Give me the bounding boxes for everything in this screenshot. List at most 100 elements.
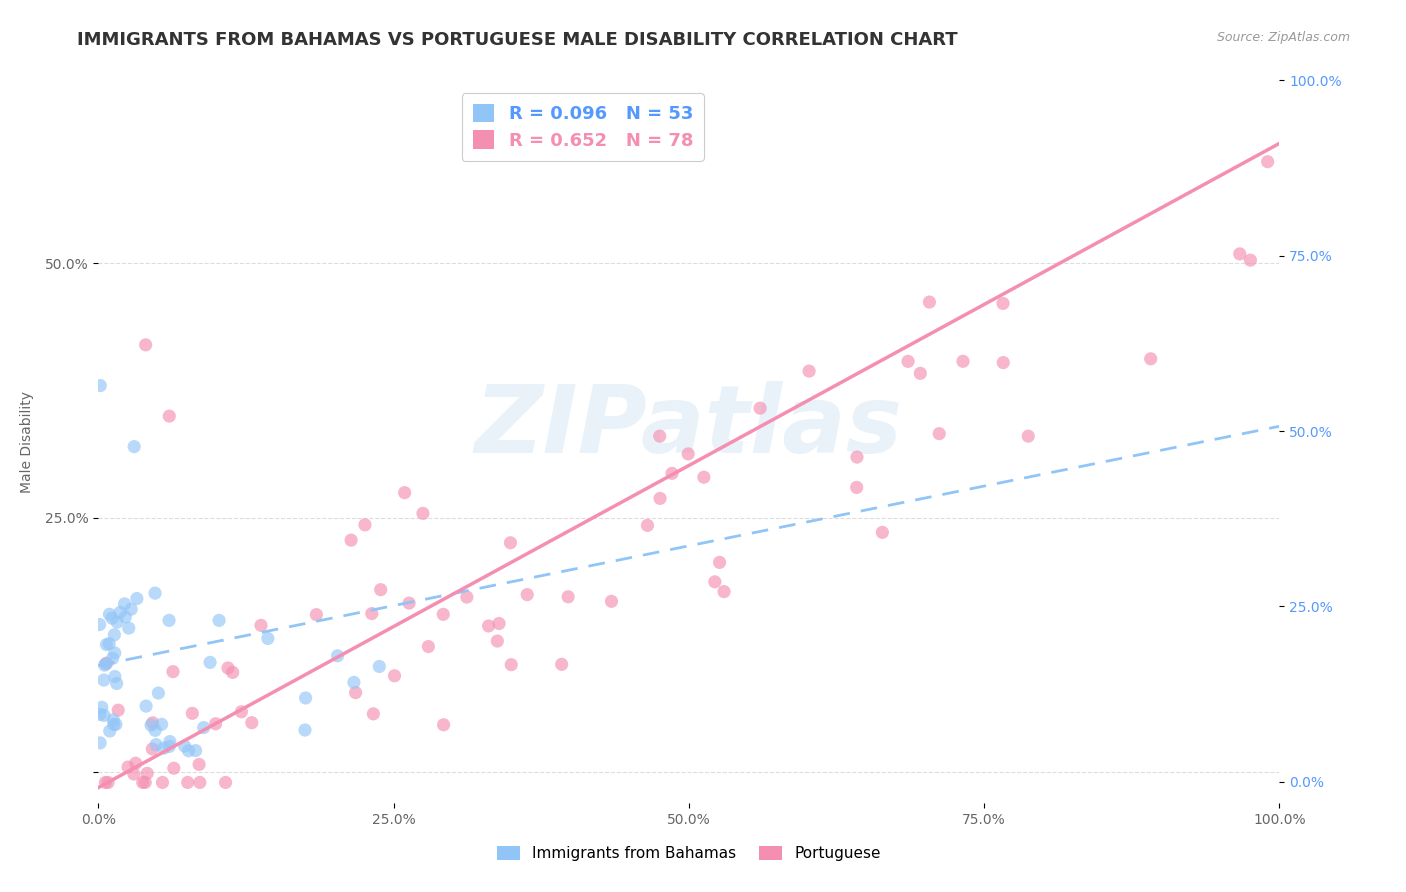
Point (135, 699, 157, 714)
Point (432, 718, 454, 732)
Point (557, 590, 579, 604)
Point (637, 518, 659, 533)
Point (398, 596, 420, 610)
Point (486, 634, 509, 648)
Point (89, 378, 111, 392)
Point (104, 669, 127, 683)
Point (114, 610, 136, 624)
Point (918, 295, 941, 310)
Point (163, 761, 186, 775)
Point (104, 646, 127, 660)
Point (105, 676, 128, 690)
Point (354, 517, 377, 532)
Point (103, 628, 125, 642)
Point (159, 734, 181, 748)
Point (363, 706, 385, 721)
Point (94, 775, 117, 789)
Point (101, 611, 124, 625)
Point (108, 606, 131, 620)
Point (122, 767, 145, 781)
Point (98, 724, 121, 739)
Point (96, 638, 118, 652)
Point (181, 706, 204, 721)
Point (103, 717, 125, 731)
Point (294, 723, 316, 737)
Point (305, 607, 328, 622)
Point (96, 656, 118, 670)
Point (188, 757, 211, 772)
Point (713, 584, 735, 599)
Point (370, 582, 392, 597)
Point (142, 715, 165, 730)
Point (157, 409, 180, 423)
Point (136, 766, 159, 780)
Point (184, 743, 207, 757)
Legend: Immigrants from Bahamas, Portuguese: Immigrants from Bahamas, Portuguese (491, 839, 887, 867)
Point (117, 760, 139, 774)
Point (98, 607, 121, 622)
Point (139, 718, 162, 732)
Point (478, 619, 501, 633)
Point (214, 775, 236, 789)
Point (122, 440, 145, 454)
Point (101, 651, 124, 665)
Point (240, 715, 263, 730)
Point (143, 586, 166, 600)
Text: ZIPatlas: ZIPatlas (475, 381, 903, 473)
Point (676, 447, 699, 461)
Point (93, 658, 115, 673)
Point (797, 364, 820, 378)
Point (257, 632, 280, 646)
Point (135, 338, 157, 352)
Point (1257, 154, 1279, 169)
Point (114, 597, 136, 611)
Text: Source: ZipAtlas.com: Source: ZipAtlas.com (1216, 31, 1350, 45)
Point (343, 675, 366, 690)
Point (157, 739, 180, 754)
Point (198, 656, 221, 670)
Point (1017, 429, 1039, 443)
Point (105, 615, 128, 629)
Point (131, 775, 153, 789)
Point (749, 401, 772, 416)
Point (648, 491, 671, 506)
Point (134, 775, 156, 789)
Point (193, 721, 215, 735)
Point (1139, 351, 1161, 366)
Point (150, 717, 173, 731)
Point (1229, 247, 1251, 261)
Point (103, 713, 125, 727)
Point (98, 637, 121, 651)
Point (222, 665, 245, 680)
Point (360, 607, 382, 621)
Point (152, 775, 174, 789)
Point (499, 536, 522, 550)
Point (89, 617, 111, 632)
Point (897, 354, 920, 368)
Point (412, 507, 434, 521)
Point (125, 591, 148, 606)
Point (488, 616, 510, 631)
Text: IMMIGRANTS FROM BAHAMAS VS PORTUGUESE MALE DISABILITY CORRELATION CHART: IMMIGRANTS FROM BAHAMAS VS PORTUGUESE MA… (77, 31, 957, 49)
Point (368, 659, 391, 673)
Point (846, 450, 869, 464)
Point (208, 613, 231, 627)
Point (145, 738, 167, 752)
Point (703, 574, 725, 589)
Point (97, 775, 120, 789)
Point (188, 775, 211, 789)
Point (344, 685, 367, 699)
Point (120, 602, 142, 616)
Point (993, 355, 1015, 369)
Point (107, 703, 129, 717)
Point (93, 673, 115, 687)
Y-axis label: Male Disability: Male Disability (20, 391, 34, 492)
Point (910, 367, 932, 381)
Point (148, 686, 170, 700)
Point (991, 296, 1014, 310)
Point (648, 429, 671, 443)
Point (177, 744, 200, 758)
Point (928, 426, 950, 441)
Point (90, 700, 112, 714)
Point (384, 669, 406, 683)
